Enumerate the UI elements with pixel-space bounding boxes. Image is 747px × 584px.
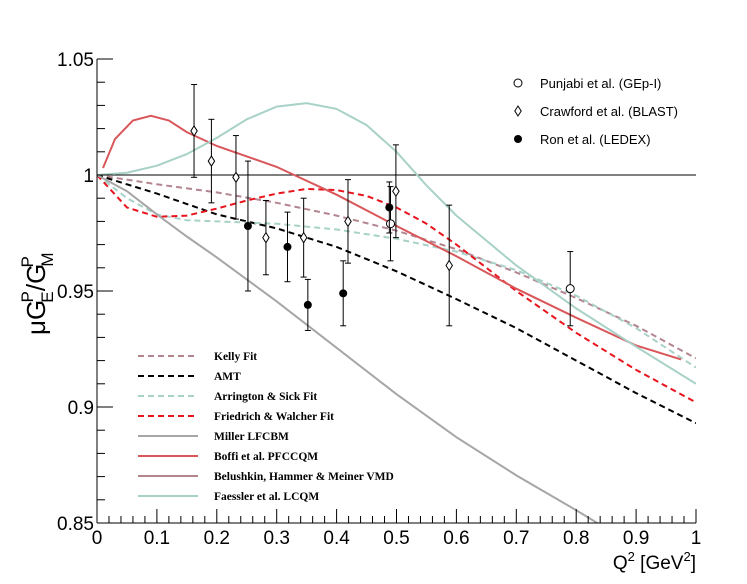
marker-open-diamond (207, 155, 216, 168)
data-point-1-4 (299, 197, 308, 278)
x-tick-label: 0.8 (563, 528, 589, 549)
legend-label-7: Faessler et al. LCQM (214, 491, 319, 503)
legend-label-3: Friedrich & Walcher Fit (214, 411, 334, 423)
model-curve-1 (97, 174, 696, 425)
legend-label-1: AMT (214, 371, 241, 383)
legend-label-5: Boffi et al. PFCCQM (214, 451, 318, 463)
data-point-0-0 (386, 186, 396, 262)
x-tick-label: 0.3 (263, 528, 289, 549)
x-tick-label: 0.2 (204, 528, 230, 549)
marker-open-circle (565, 284, 575, 294)
model-curve-5 (102, 114, 682, 361)
marker-filled-circle (283, 242, 292, 251)
data-point-1-6 (392, 144, 400, 239)
data-point-2-0 (243, 160, 252, 292)
data-legend-marker-0 (513, 78, 523, 88)
legend-label-4: Miller LFCBM (214, 431, 289, 443)
data-point-1-7 (445, 204, 454, 327)
marker-open-diamond (232, 171, 240, 184)
data-point-2-1 (283, 211, 292, 283)
y-axis-title: μGEP/GMP (18, 252, 57, 335)
x-tick-label: 1 (691, 528, 702, 549)
x-tick-label: 0.6 (443, 528, 469, 549)
y-tick-label: 0.95 (57, 282, 94, 303)
model-curve-0 (97, 174, 696, 360)
data-point-1-2 (232, 135, 240, 220)
marker-filled-circle (243, 222, 252, 231)
data-point-1-3 (262, 200, 270, 276)
data-legend-label-2: Ron et al. (LEDEX) (540, 132, 651, 147)
y-tick-label: 1 (83, 166, 94, 187)
x-axis-title: Q2 [GeV2] (613, 549, 696, 574)
data-point-1-1 (207, 118, 216, 204)
model-curve-3 (97, 174, 696, 404)
x-tick-label: 0.5 (383, 528, 409, 549)
data-point-2-2 (303, 278, 312, 331)
legend-label-6: Belushkin, Hammer & Meiner VMD (214, 471, 394, 483)
data-point-2-3 (339, 260, 348, 327)
marker-open-circle (386, 219, 396, 229)
y-tick-label: 0.85 (57, 514, 94, 535)
marker-open-diamond (445, 259, 454, 272)
x-tick-label: 0 (92, 528, 103, 549)
marker-filled-circle (385, 203, 394, 212)
marker-open-diamond (299, 231, 308, 244)
y-tick-label: 0.9 (68, 398, 94, 419)
data-point-1-5 (344, 179, 352, 264)
data-point-2-4 (385, 181, 394, 234)
model-curve-4 (97, 174, 600, 523)
marker-open-diamond (190, 124, 198, 137)
marker-open-diamond (392, 185, 400, 198)
x-tick-label: 0.7 (503, 528, 529, 549)
legend-label-2: Arrington & Sick Fit (214, 391, 317, 403)
model-curve-7 (97, 102, 696, 385)
data-legend-label-1: Crawford et al. (BLAST) (540, 104, 678, 119)
data-point-0-1 (565, 251, 575, 327)
x-tick-label: 0.9 (623, 528, 649, 549)
data-legend-marker-1 (514, 105, 522, 117)
legend-label-0: Kelly Fit (214, 351, 257, 363)
marker-filled-circle (339, 289, 348, 298)
data-legend-label-0: Punjabi et al. (GEp-I) (540, 76, 661, 91)
data-point-1-0 (190, 84, 198, 178)
marker-open-diamond (344, 215, 352, 228)
x-tick-label: 0.1 (144, 528, 170, 549)
y-tick-label: 1.05 (57, 50, 94, 71)
marker-open-diamond (262, 231, 270, 244)
x-tick-label: 0.4 (323, 528, 350, 549)
data-legend-marker-2 (514, 135, 522, 143)
marker-filled-circle (303, 300, 312, 309)
